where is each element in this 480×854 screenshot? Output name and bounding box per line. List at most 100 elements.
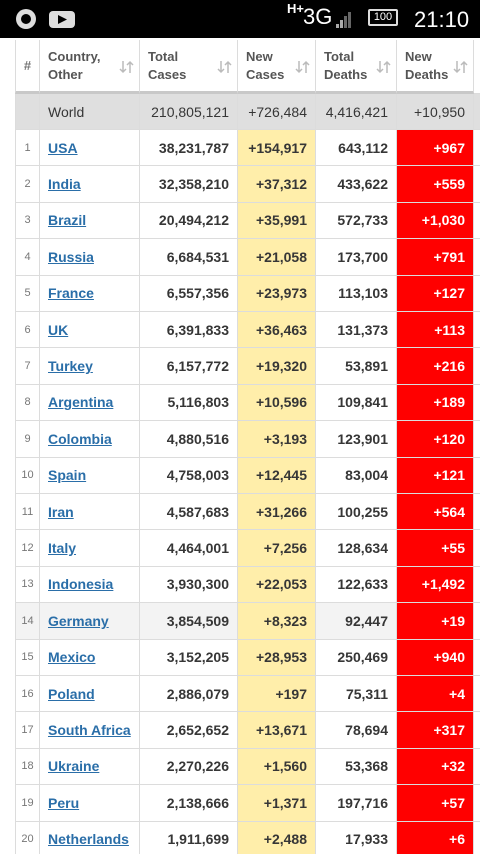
country-link[interactable]: Argentina [48,394,114,411]
new-cases-text: +21,058 [256,248,307,265]
total-cases-text: 3,152,205 [166,649,229,666]
total-cases-text: 2,138,666 [166,794,229,811]
cell-edge [474,130,480,167]
total-cases-text: 6,391,833 [166,321,229,338]
cell-country: Russia [40,239,140,276]
cell-new-deaths: +32 [397,748,474,786]
clock: 21:10 [414,7,470,32]
cell-rank: 8 [15,384,40,422]
cell-new-cases: +2,488 [238,821,316,854]
total-deaths-text: 109,841 [337,394,388,411]
header-total-cases[interactable]: Total Cases [140,40,238,94]
cell-total-deaths: 17,933 [316,821,397,854]
cell-new-cases: +22,053 [238,566,316,604]
country-link[interactable]: France [48,285,94,302]
sort-icon[interactable] [376,60,392,74]
cell-total-cases: 32,358,210 [140,166,238,203]
country-link[interactable]: Russia [48,248,94,265]
cell-edge [474,348,480,385]
total-cases-text: 2,886,079 [166,685,229,702]
country-link[interactable]: Turkey [48,358,93,375]
cell-total-cases: 2,138,666 [140,785,238,822]
rank-text: 12 [21,542,34,555]
country-link[interactable]: India [48,176,81,193]
cell-edge [474,676,480,713]
sort-icon[interactable] [217,60,233,74]
cell-total-deaths: 128,634 [316,530,397,567]
new-deaths-text: +55 [441,540,465,557]
country-link[interactable]: Italy [48,540,77,557]
cell-total-deaths: 197,716 [316,785,397,822]
cell-country: Brazil [40,202,140,240]
new-deaths-text: +189 [433,394,465,411]
sort-icon[interactable] [295,60,311,74]
cell-country: South Africa [40,712,140,749]
total-deaths-text: 131,373 [337,321,388,338]
cell-new-deaths: +1,492 [397,566,474,604]
cell-country: Peru [40,785,140,822]
country-link[interactable]: USA [48,139,78,156]
total-deaths-text: 643,112 [338,139,388,156]
cell-total-deaths: 83,004 [316,457,397,494]
country-link[interactable]: UK [48,321,69,338]
rank-text: 19 [21,796,34,809]
country-link[interactable]: Iran [48,503,74,520]
header-country[interactable]: Country, Other [40,40,140,94]
new-cases-text: +36,463 [256,321,307,338]
new-deaths-text: +6 [449,831,465,848]
new-cases-text: +22,053 [256,576,307,593]
cell-total-cases: 6,557,356 [140,275,238,312]
cell-edge [474,749,480,786]
country-link[interactable]: Ukraine [48,758,100,775]
cell-new-cases: +28,953 [238,639,316,676]
status-bar: H+ 3G 100 21:10 [0,0,480,38]
new-deaths-text: +120 [433,430,465,447]
total-deaths-text: 250,469 [337,649,388,666]
country-link[interactable]: Peru [48,794,80,811]
total-deaths-text: 78,694 [345,722,388,739]
cell-rank: 4 [15,239,40,276]
header-new-deaths[interactable]: New Deaths [397,40,474,94]
country-link[interactable]: Netherlands [48,831,129,848]
cell-edge [474,385,480,422]
cell-edge [474,822,480,854]
cell-rank: 12 [15,530,40,567]
cell-country: Poland [40,676,140,713]
sort-icon[interactable] [453,60,469,74]
cell-country: Mexico [40,639,140,676]
country-link[interactable]: Indonesia [48,576,114,593]
country-link[interactable]: Poland [48,685,95,702]
header-new-cases[interactable]: New Cases [238,40,316,94]
new-deaths-text: +940 [433,649,465,666]
cell-edge [474,712,480,749]
total-deaths-text: 122,633 [337,576,388,593]
cell-new-cases: +37,312 [238,166,316,203]
cell-rank: 9 [15,421,40,458]
country-link[interactable]: Brazil [48,212,87,229]
country-link[interactable]: South Africa [48,722,131,739]
rank-text: 4 [24,250,31,263]
cell-new-cases: +3,193 [238,421,316,458]
total-cases-text: 4,758,003 [166,467,229,484]
cell-total-deaths: 122,633 [316,566,397,604]
header-total-deaths[interactable]: Total Deaths [316,40,397,94]
total-cases-text: 6,684,531 [166,248,229,265]
cell-rank: 18 [15,748,40,786]
total-cases-text: 4,587,683 [166,503,229,520]
sort-icon[interactable] [119,60,135,74]
new-deaths-text: +564 [433,503,465,520]
rank-text: 14 [21,614,34,627]
cell-country: Spain [40,457,140,494]
country-link[interactable]: Spain [48,467,87,484]
country-link[interactable]: Germany [48,612,109,629]
cell-new-cases: +1,371 [238,785,316,822]
country-link[interactable]: Mexico [48,649,96,666]
total-cases-text: 2,270,226 [166,758,229,775]
new-deaths-text: +1,030 [421,212,465,229]
rank-text: 16 [21,687,34,700]
country-link[interactable]: Colombia [48,430,112,447]
cell-edge [474,276,480,312]
cell-new-cases: +726,484 [238,94,316,130]
rank-text: 20 [21,833,34,846]
